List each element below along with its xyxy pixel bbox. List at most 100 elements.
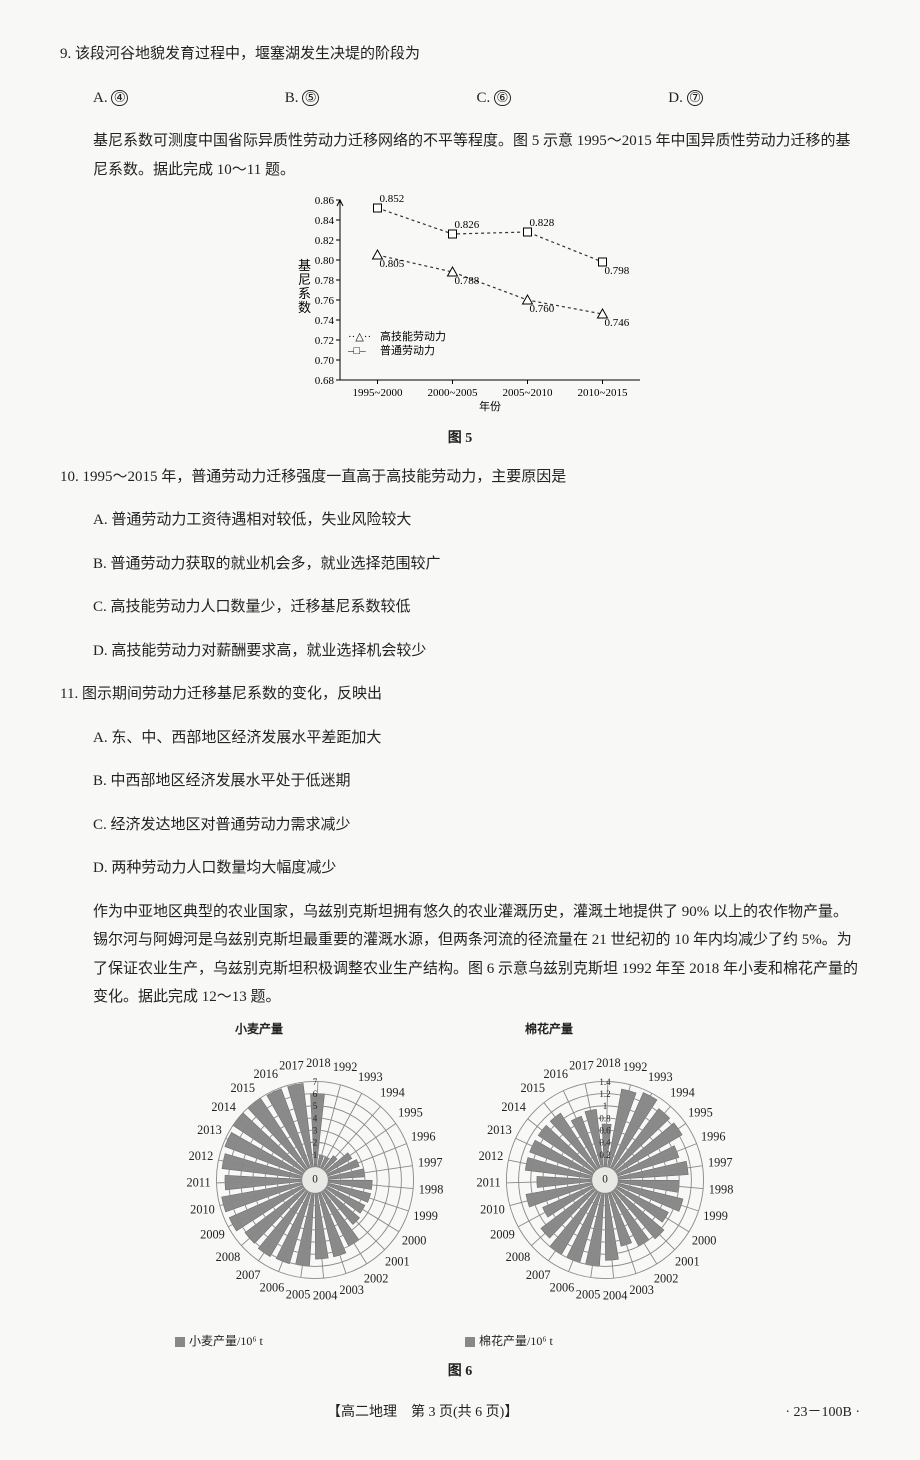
svg-text:2016: 2016 — [253, 1067, 278, 1081]
svg-text:2017: 2017 — [279, 1059, 304, 1073]
svg-text:1999: 1999 — [703, 1209, 728, 1223]
svg-text:2001: 2001 — [385, 1255, 410, 1269]
svg-text:2012: 2012 — [189, 1149, 214, 1163]
cotton-legend-text: 棉花产量/10⁶ t — [479, 1334, 553, 1348]
svg-text:1995: 1995 — [688, 1106, 713, 1120]
svg-text:2015: 2015 — [520, 1081, 545, 1095]
svg-text:1: 1 — [313, 1150, 317, 1160]
svg-text:2014: 2014 — [211, 1101, 236, 1115]
svg-text:2018: 2018 — [306, 1056, 331, 1070]
svg-text:··△··: ··△·· — [348, 331, 371, 343]
svg-text:6: 6 — [313, 1089, 318, 1099]
svg-text:1999: 1999 — [413, 1209, 438, 1223]
svg-text:2008: 2008 — [506, 1250, 531, 1264]
q11-option-a: A. 东、中、西部地区经济发展水平差距加大 — [93, 724, 860, 753]
svg-text:2016: 2016 — [543, 1067, 568, 1081]
q9-stem: 9. 该段河谷地貌发育过程中，堰塞湖发生决堤的阶段为 — [60, 40, 860, 69]
svg-text:2013: 2013 — [197, 1124, 222, 1138]
svg-text:系: 系 — [298, 286, 311, 301]
svg-text:0.4: 0.4 — [599, 1138, 611, 1148]
uzbekistan-intro: 作为中亚地区典型的农业国家，乌兹别克斯坦拥有悠久的农业灌溉历史，灌溉土地提供了 … — [93, 898, 860, 1012]
svg-text:4: 4 — [313, 1114, 318, 1124]
svg-text:1997: 1997 — [418, 1156, 443, 1170]
svg-text:0.80: 0.80 — [315, 255, 335, 267]
svg-text:1998: 1998 — [419, 1183, 444, 1197]
svg-text:2005: 2005 — [286, 1288, 311, 1302]
svg-text:2002: 2002 — [364, 1272, 389, 1286]
svg-text:2: 2 — [313, 1138, 317, 1148]
svg-text:2007: 2007 — [236, 1268, 261, 1282]
svg-text:–□–: –□– — [347, 345, 366, 357]
figure-5-chart: 0.680.700.720.740.760.780.800.820.840.86… — [260, 190, 660, 453]
svg-text:2006: 2006 — [260, 1281, 285, 1295]
gini-intro: 基尼系数可测度中国省际异质性劳动力迁移网络的不平等程度。图 5 示意 1995～… — [93, 127, 860, 184]
svg-text:0.84: 0.84 — [315, 215, 335, 227]
svg-text:2014: 2014 — [501, 1101, 526, 1115]
svg-text:0.6: 0.6 — [599, 1126, 611, 1136]
figure-6-caption: 图 6 — [60, 1359, 860, 1386]
svg-text:0.8: 0.8 — [599, 1114, 611, 1124]
svg-text:1995~2000: 1995~2000 — [353, 387, 403, 399]
svg-text:2011: 2011 — [476, 1176, 500, 1190]
cotton-title: 棉花产量 — [525, 1018, 745, 1041]
q10-stem: 10. 1995～2015 年，普通劳动力迁移强度一直高于高技能劳动力，主要原因… — [60, 463, 860, 492]
svg-text:0: 0 — [602, 1174, 608, 1186]
svg-text:2004: 2004 — [603, 1289, 628, 1303]
svg-text:年份: 年份 — [479, 399, 501, 413]
svg-text:2000: 2000 — [692, 1234, 717, 1248]
q11-option-b: B. 中西部地区经济发展水平处于低迷期 — [93, 767, 860, 796]
svg-text:0: 0 — [312, 1174, 318, 1186]
swatch-icon — [465, 1337, 475, 1347]
svg-text:2008: 2008 — [216, 1250, 241, 1264]
svg-text:1996: 1996 — [701, 1130, 726, 1144]
svg-text:0.760: 0.760 — [530, 303, 555, 315]
svg-text:0.805: 0.805 — [380, 258, 405, 270]
svg-text:1995: 1995 — [398, 1106, 423, 1120]
svg-text:2000~2005: 2000~2005 — [428, 387, 478, 399]
svg-text:1992: 1992 — [333, 1060, 358, 1074]
svg-text:0.76: 0.76 — [315, 295, 335, 307]
q9-options: A. ④ B. ⑤ C. ⑥ D. ⑦ — [93, 84, 860, 113]
figure-6-row: 小麦产量 19921993199419951996199719981999200… — [60, 1018, 860, 1353]
svg-text:1: 1 — [603, 1102, 607, 1112]
svg-text:2010: 2010 — [480, 1203, 505, 1217]
svg-text:尼: 尼 — [298, 272, 311, 287]
svg-text:2017: 2017 — [569, 1059, 594, 1073]
svg-text:0.78: 0.78 — [315, 275, 335, 287]
svg-text:普通劳动力: 普通劳动力 — [380, 343, 435, 357]
svg-text:2015: 2015 — [230, 1081, 255, 1095]
q9-option-b: B. ⑤ — [285, 84, 477, 113]
svg-text:2010~2015: 2010~2015 — [578, 387, 628, 399]
q10-option-b: B. 普通劳动力获取的就业机会多，就业选择范围较广 — [93, 550, 860, 579]
page-footer: 【高二地理 第 3 页(共 6 页)】 · 23－100B · — [60, 1400, 860, 1427]
svg-text:2000: 2000 — [402, 1234, 427, 1248]
q11-stem: 11. 图示期间劳动力迁移基尼系数的变化，反映出 — [60, 680, 860, 709]
svg-text:0.746: 0.746 — [605, 317, 630, 329]
swatch-icon — [175, 1337, 185, 1347]
svg-text:2018: 2018 — [596, 1056, 621, 1070]
svg-text:基: 基 — [298, 258, 311, 273]
svg-text:0.86: 0.86 — [315, 195, 335, 207]
figure-6-wheat: 小麦产量 19921993199419951996199719981999200… — [175, 1018, 455, 1353]
wheat-legend-text: 小麦产量/10⁶ t — [189, 1334, 263, 1348]
svg-text:0.70: 0.70 — [315, 355, 335, 367]
svg-text:0.72: 0.72 — [315, 335, 334, 347]
svg-text:数: 数 — [298, 300, 311, 315]
svg-text:2010: 2010 — [190, 1203, 215, 1217]
svg-text:2007: 2007 — [526, 1268, 551, 1282]
svg-text:5: 5 — [313, 1102, 318, 1112]
svg-text:2013: 2013 — [487, 1124, 512, 1138]
svg-text:2009: 2009 — [490, 1228, 515, 1242]
q9-option-c: C. ⑥ — [477, 84, 669, 113]
figure-6-cotton: 棉花产量 19921993199419951996199719981999200… — [465, 1018, 745, 1353]
q11-option-c: C. 经济发达地区对普通劳动力需求减少 — [93, 811, 860, 840]
footer-code: · 23－100B · — [785, 1400, 860, 1427]
svg-text:2004: 2004 — [313, 1289, 338, 1303]
svg-text:0.74: 0.74 — [315, 315, 335, 327]
svg-text:2009: 2009 — [200, 1228, 225, 1242]
figure-5-caption: 图 5 — [260, 426, 660, 453]
svg-text:0.2: 0.2 — [599, 1150, 610, 1160]
svg-text:1992: 1992 — [623, 1060, 648, 1074]
svg-text:1993: 1993 — [648, 1070, 673, 1084]
svg-text:1996: 1996 — [411, 1130, 436, 1144]
